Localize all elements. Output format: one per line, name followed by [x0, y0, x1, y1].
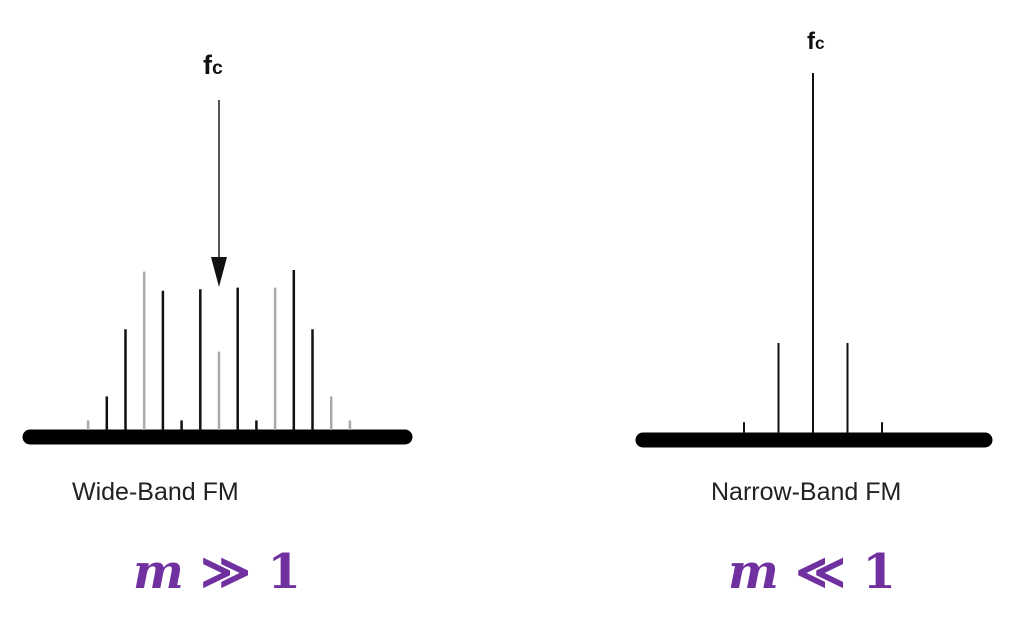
wide-band-condition-val: 1: [267, 544, 301, 600]
narrow-band-caption: Narrow-Band FM: [711, 478, 902, 506]
wide-band-condition-var: m: [133, 544, 184, 600]
wide-band-caption: Wide-Band FM: [72, 478, 239, 506]
narrow-band-condition-var: m: [728, 544, 779, 600]
wide-band-condition-op: ≫: [200, 544, 251, 600]
narrow-band-spectrum: [635, 73, 993, 448]
wide-band-fc-label: fc: [203, 50, 223, 80]
wide-band-spectrum: [22, 100, 413, 445]
carrier-arrow-head: [211, 257, 227, 287]
narrow-band-condition-op: ≪: [795, 544, 846, 600]
wide-band-condition: m ≫ 1: [133, 548, 301, 596]
narrow-band-condition: m ≪ 1: [728, 548, 896, 596]
narrow-band-fc-label: fc: [807, 28, 825, 55]
narrow-band-condition-val: 1: [862, 544, 896, 600]
